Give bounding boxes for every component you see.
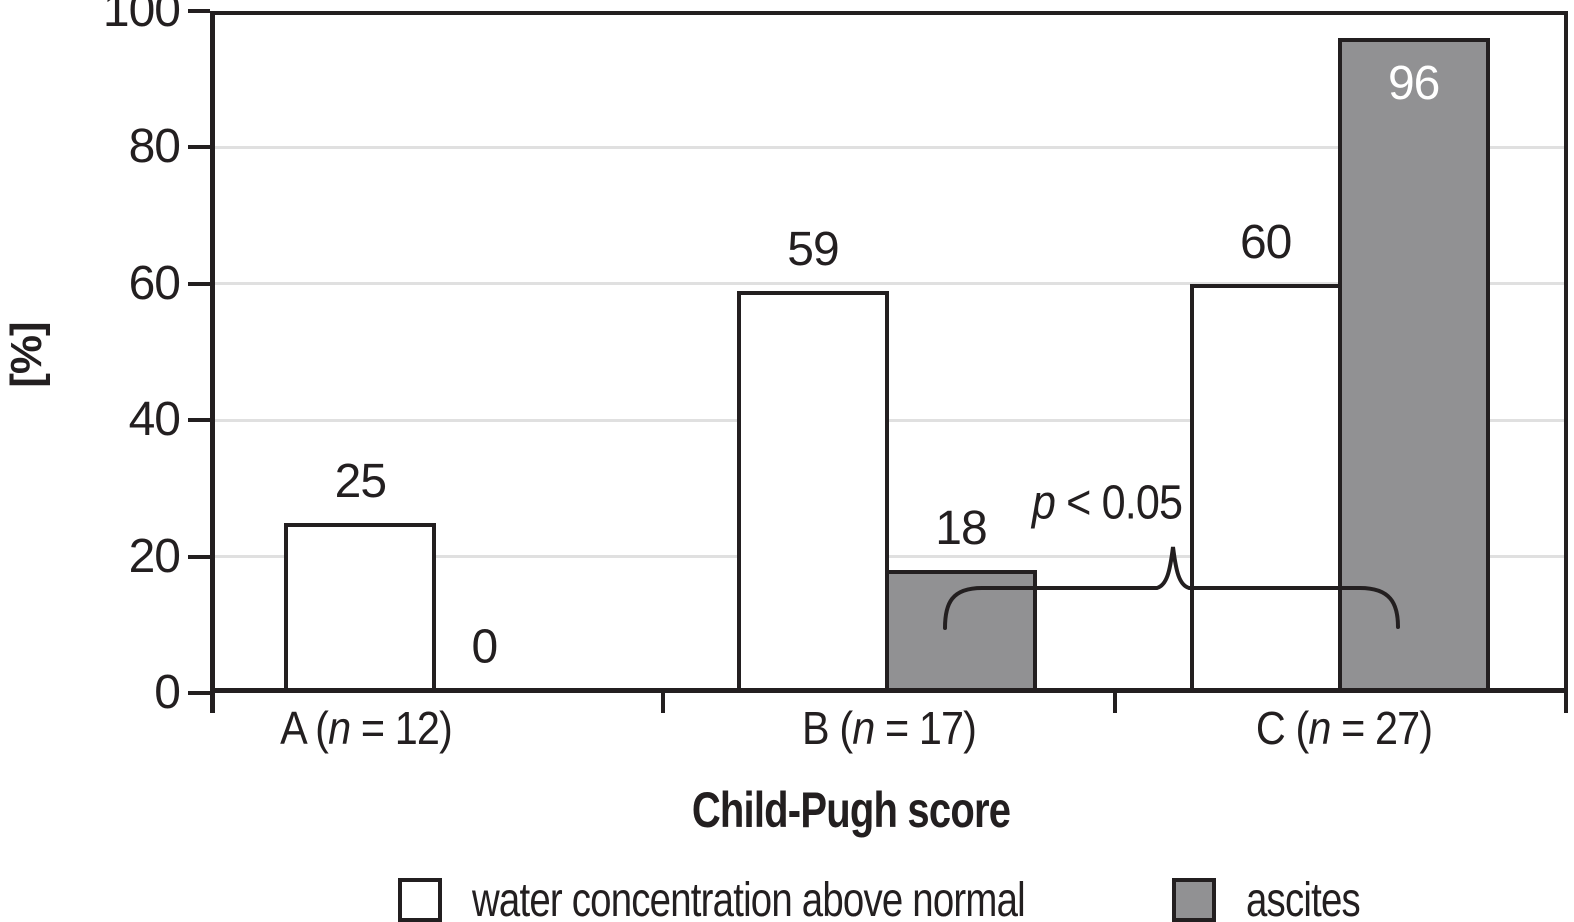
y-axis-label: [%] xyxy=(2,322,51,388)
legend-swatch-ascites xyxy=(1172,878,1216,922)
significance-label: p < 0.05 xyxy=(1031,476,1183,530)
y-tick-label-40: 40 xyxy=(128,393,181,447)
y-tick-label-0: 0 xyxy=(154,666,181,719)
y-tick-label-100: 100 xyxy=(102,0,181,37)
x-tick-label-C: C (n = 27) xyxy=(1246,701,1442,755)
x-tick-2 xyxy=(1113,693,1118,713)
plot-top-border xyxy=(210,11,1568,15)
plot-right-border xyxy=(1564,11,1568,693)
gridline-80 xyxy=(210,145,1568,149)
x-tick-1 xyxy=(660,693,665,713)
gridline-40 xyxy=(210,418,1568,422)
y-tick-label-20: 20 xyxy=(128,529,181,583)
value-label-water-C: 60 xyxy=(1239,215,1292,269)
legend-label-water: water concentration above normal xyxy=(472,873,1026,922)
bar-water-A xyxy=(284,522,437,693)
y-axis-extension xyxy=(210,693,215,713)
legend-item-ascites: ascites xyxy=(1172,874,1388,922)
y-axis-line xyxy=(210,11,215,693)
value-label-ascites-C: 96 xyxy=(1387,57,1440,111)
x-tick-label-A: A (n = 12) xyxy=(271,701,462,755)
bar-water-C xyxy=(1189,283,1342,693)
gridline-20 xyxy=(210,555,1568,559)
plot-area: 25 59 60 0 18 96 xyxy=(210,11,1568,693)
y-tick-20 xyxy=(188,554,210,559)
y-tick-0 xyxy=(188,691,210,695)
legend-swatch-water xyxy=(398,878,442,922)
gridline-60 xyxy=(210,282,1568,286)
x-tick-label-text: A (n = 12) xyxy=(280,702,453,754)
bar-ascites-C xyxy=(1337,38,1490,693)
x-tick-label-B: B (n = 17) xyxy=(792,701,985,755)
y-tick-40 xyxy=(188,418,210,423)
x-tick-label-text: B (n = 17) xyxy=(802,702,977,754)
y-tick-label-80: 80 xyxy=(128,120,181,174)
bar-water-B xyxy=(737,290,889,693)
legend-item-water: water concentration above normal xyxy=(398,874,1163,922)
y-tick-100 xyxy=(188,9,210,13)
y-tick-label-60: 60 xyxy=(128,256,181,310)
x-axis-title: Child-Pugh score xyxy=(691,782,1011,838)
value-label-ascites-A: 0 xyxy=(471,620,498,674)
x-tick-label-text: C (n = 27) xyxy=(1255,702,1433,754)
y-tick-80 xyxy=(188,145,210,150)
y-tick-60 xyxy=(188,281,210,286)
x-axis-line xyxy=(210,688,1568,693)
legend-label-ascites: ascites xyxy=(1246,873,1361,922)
bar-ascites-B xyxy=(885,570,1037,693)
value-label-water-B: 59 xyxy=(787,222,839,276)
right-border-extension xyxy=(1564,693,1568,713)
value-label-ascites-B: 18 xyxy=(935,502,987,556)
value-label-water-A: 25 xyxy=(334,454,387,508)
